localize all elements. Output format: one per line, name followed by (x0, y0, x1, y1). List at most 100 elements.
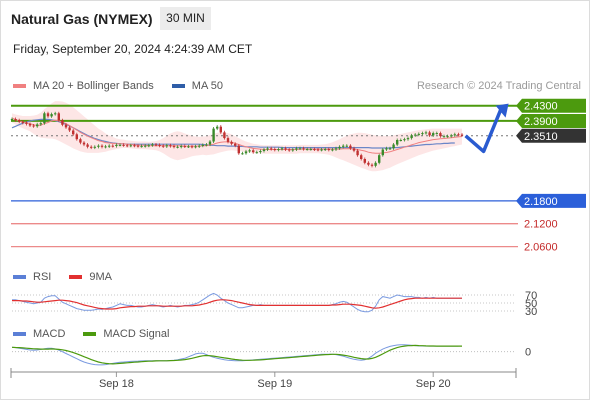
candle-body (280, 148, 284, 150)
ma50-swatch (171, 84, 185, 88)
candle-body (450, 135, 453, 137)
candle-body (162, 145, 165, 147)
candle-body (288, 149, 291, 151)
candle-body (122, 144, 125, 146)
rsi-line (12, 292, 462, 313)
candle-body (270, 148, 273, 150)
candle-body (57, 113, 60, 121)
candle-body (187, 146, 190, 148)
resistance-1-level-tag (516, 113, 586, 128)
timeframe-button[interactable]: 30 MIN (160, 7, 211, 30)
candle-body (158, 144, 161, 146)
candle-body (378, 155, 381, 163)
candle-body (133, 145, 136, 147)
x-tick-label: Sep 18 (99, 378, 134, 390)
candle-body (273, 149, 276, 151)
candle-body (172, 146, 176, 148)
candle-body (39, 123, 42, 125)
candle-body (140, 146, 143, 148)
ma20-line (11, 117, 463, 154)
candle-body (338, 146, 341, 149)
rsi-swatch (13, 275, 26, 279)
candle-body (320, 149, 323, 151)
x-tick-label: Sep 19 (257, 378, 292, 390)
candle-body (36, 124, 39, 127)
candle-body (313, 149, 316, 151)
candle-body (309, 149, 312, 151)
candle-body (331, 149, 334, 151)
legend-ma50: MA 50 (191, 80, 223, 92)
candle-body (18, 120, 21, 122)
candle-body (90, 146, 93, 148)
candle-body (100, 145, 104, 147)
candle-body (248, 150, 251, 152)
candle-body (262, 149, 266, 151)
current-price-level-label: 2.3510 (524, 131, 558, 143)
candle-body (151, 144, 154, 146)
candle-body (64, 124, 68, 128)
candle-body (212, 128, 215, 142)
candle-body (360, 155, 363, 159)
candle-body (277, 149, 280, 151)
legend-9ma: 9MA (89, 271, 112, 283)
candle-body (72, 130, 75, 135)
current-price-level-tag (516, 128, 586, 143)
candle-body (428, 132, 431, 136)
candle-body (50, 114, 53, 117)
candle-body (129, 145, 132, 147)
candle-body (295, 148, 298, 150)
candle-body (460, 134, 464, 136)
candle-body (237, 145, 240, 154)
legend-macd-signal: MACD Signal (103, 328, 170, 340)
candle-body (410, 135, 413, 139)
candle-body (291, 149, 294, 151)
candle-body (442, 136, 446, 138)
candle-body (453, 134, 456, 136)
candle-body (226, 138, 230, 142)
candle-body (115, 144, 118, 146)
macd-signal-swatch (83, 332, 97, 336)
candle-body (208, 141, 212, 145)
x-tick-label: Sep 20 (416, 378, 451, 390)
candle-body (79, 139, 82, 143)
support-1-level-label: 2.1200 (524, 219, 558, 231)
candle-body (374, 162, 377, 166)
candle-body (136, 145, 140, 147)
candle-body (169, 145, 172, 147)
candle-body (165, 145, 168, 147)
candle-body (118, 144, 122, 146)
rsi-9ma-line (12, 297, 462, 310)
candle-body (392, 144, 395, 149)
candle-body (406, 138, 410, 140)
candle-body (198, 145, 201, 147)
resistance-1-level-label: 2.3900 (524, 116, 558, 128)
candle-body (241, 153, 244, 155)
candle-body (54, 113, 57, 115)
candle-body (385, 148, 388, 150)
pivot-level-label: 2.1800 (524, 196, 558, 208)
candle-body (68, 127, 71, 131)
rsi-level-70-label: 70 (525, 290, 537, 302)
candle-body (255, 152, 258, 154)
macd-signal-line (11, 344, 462, 365)
forecast-arrow-head (495, 103, 509, 118)
credit-text: Research © 2024 Trading Central (416, 80, 581, 92)
candle-body (32, 125, 35, 127)
candle-body (219, 126, 222, 133)
pivot-level-tag (516, 193, 586, 208)
candle-body (234, 143, 237, 146)
ma20-swatch (13, 84, 26, 88)
resistance-2-level-label: 2.4300 (524, 101, 558, 113)
candle-body (298, 148, 302, 150)
candle-body (93, 146, 96, 148)
candle-body (417, 133, 420, 135)
candle-body (432, 133, 435, 136)
legend-ma20: MA 20 + Bollinger Bands (33, 80, 154, 92)
candle-body (147, 145, 150, 147)
candle-body (421, 133, 424, 135)
candle-body (97, 145, 100, 147)
macd-zero-label: 0 (525, 347, 531, 359)
candle-body (349, 145, 352, 149)
candle-body (28, 124, 32, 126)
